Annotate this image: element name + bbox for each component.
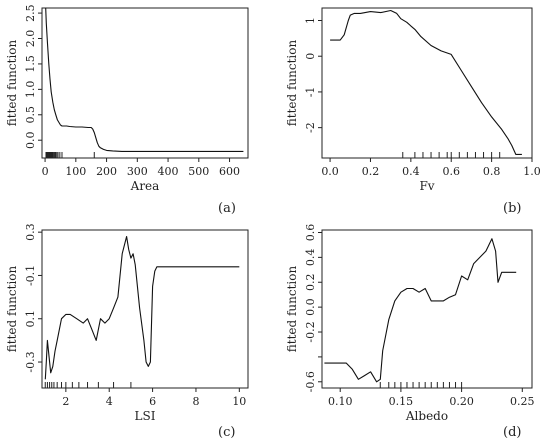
x-tick-label: 0.6 xyxy=(442,165,460,178)
plot-frame xyxy=(321,229,533,389)
y-tick-label: -1 xyxy=(304,87,317,98)
x-tick-label: 100 xyxy=(65,165,86,178)
y-tick-label: 0 xyxy=(304,53,317,60)
x-tick-label: 0 xyxy=(42,165,49,178)
x-tick-label: 0.4 xyxy=(402,165,420,178)
x-tick-label: 0.0 xyxy=(321,165,339,178)
x-tick-label: 0.15 xyxy=(389,395,414,408)
y-tick-label: 2.5 xyxy=(24,4,37,22)
y-axis-label: fitted function xyxy=(5,39,19,126)
x-tick-label: 600 xyxy=(219,165,240,178)
x-tick-label: 6 xyxy=(149,395,156,408)
x-tick-label: 0.20 xyxy=(449,395,474,408)
plot-frame xyxy=(41,229,249,389)
y-tick-label: 0.6 xyxy=(304,224,317,242)
x-tick-label: 2 xyxy=(62,395,69,408)
y-tick-label: 1.0 xyxy=(24,81,37,99)
y-tick-label: 0.4 xyxy=(304,249,317,267)
x-tick-label: 400 xyxy=(158,165,179,178)
panel-b: 0.0 0.2 0.4 0.6 0.8 1.0 -2 -1 0 1 Fv fitted functio… xyxy=(285,7,541,216)
fitted-function-line xyxy=(324,238,517,383)
y-tick-label: 0.3 xyxy=(24,223,37,241)
x-tick-label: 0.25 xyxy=(510,395,535,408)
y-tick-label: 0.0 xyxy=(304,298,317,316)
y-tick-label: 0.0 xyxy=(24,131,37,149)
x-axis-label: Fv xyxy=(419,179,434,193)
x-tick-label: 200 xyxy=(96,165,117,178)
y-tick-label: 0.1 xyxy=(24,310,37,328)
y-tick-label: -0.1 xyxy=(24,265,37,286)
panel-tag: (d) xyxy=(503,425,521,440)
x-tick-label: 0.8 xyxy=(483,165,501,178)
x-tick-label: 1.0 xyxy=(523,165,541,178)
x-axis-label: Area xyxy=(130,179,160,193)
y-axis-label: fitted function xyxy=(285,265,299,352)
fitted-function-line xyxy=(330,9,522,155)
fitted-function-line xyxy=(45,7,244,152)
plot-frame xyxy=(41,7,249,159)
y-tick-label: 1 xyxy=(304,17,317,24)
x-tick-label: 4 xyxy=(106,395,113,408)
y-axis-label: fitted function xyxy=(285,39,299,126)
panel-tag: (a) xyxy=(218,201,236,216)
y-tick-label: -0.6 xyxy=(304,371,317,392)
x-tick-label: 0.10 xyxy=(328,395,353,408)
y-tick-label: -2 xyxy=(304,122,317,133)
x-axis-label: LSI xyxy=(135,409,156,423)
x-axis-label: Albedo xyxy=(405,409,448,423)
y-tick-label: -0.2 xyxy=(304,321,317,342)
y-tick-label: 0.5 xyxy=(24,106,37,124)
plot-frame xyxy=(321,7,533,159)
x-tick-label: 300 xyxy=(127,165,148,178)
fitted-function-line xyxy=(44,235,240,380)
y-tick-label: 1.5 xyxy=(24,55,37,73)
y-tick-label: 2.0 xyxy=(24,30,37,48)
y-axis-label: fitted function xyxy=(5,265,19,352)
x-tick-label: 10 xyxy=(232,395,246,408)
x-tick-label: 8 xyxy=(192,395,199,408)
y-tick-label: -0.3 xyxy=(24,351,37,372)
panel-d: 0.10 0.15 0.20 0.25 -0.6 -0.2 0.0 0.2 0.4 0.6 Albe… xyxy=(285,224,535,440)
y-tick-label: 0.2 xyxy=(304,274,317,292)
x-tick-label: 500 xyxy=(188,165,209,178)
panel-a: 0 100 200 300 400 500 600 0.0 0.5 1.0 1.5 2.0 2.5 Are… xyxy=(5,4,249,216)
panel-c: 2 4 6 8 10 -0.3 0.1 -0.1 0.3 LSI fitted function (c… xyxy=(5,223,249,440)
x-tick-label: 0.2 xyxy=(362,165,380,178)
panel-tag: (c) xyxy=(218,425,235,440)
panel-tag: (b) xyxy=(503,201,521,216)
